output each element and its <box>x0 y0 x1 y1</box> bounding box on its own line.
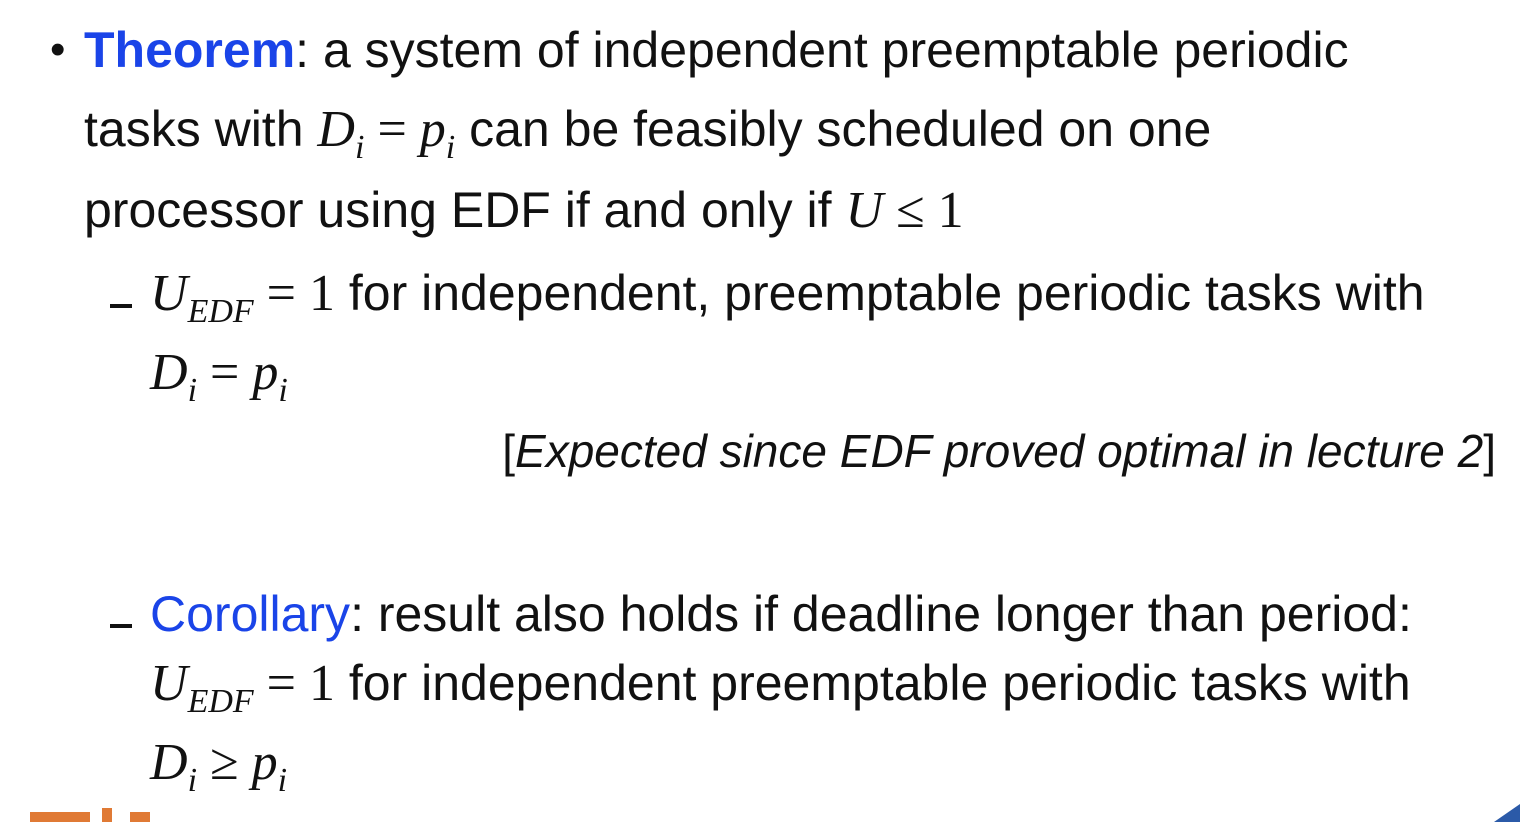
bullet-dot: • <box>50 25 66 74</box>
note-text: Expected since EDF proved optimal in lec… <box>515 425 1484 477</box>
theorem-text-1: : a system of independent preemptable pe… <box>295 22 1349 78</box>
sub1-line-2: Di = pi <box>150 342 288 409</box>
formula-di-equals-pi-2: Di = pi <box>150 344 288 409</box>
note-open-bracket: [ <box>502 425 516 477</box>
sub1-text: for independent, preemptable periodic ta… <box>348 265 1425 321</box>
sub1-line-1: UEDF = 1 for independent, preemptable pe… <box>150 263 1425 330</box>
corollary-keyword: Corollary <box>150 586 351 642</box>
sub2-line-3: Di ≥ pi <box>150 732 288 799</box>
sub2-text-1: : result also holds if deadline longer t… <box>350 586 1412 642</box>
university-logo <box>30 808 150 822</box>
theorem-text-2b: can be feasibly scheduled on one <box>469 101 1212 157</box>
note-close-bracket: ] <box>1483 425 1496 477</box>
sub-bullet-dash-1 <box>110 304 132 308</box>
theorem-line-3: processor using EDF if and only if U ≤ 1 <box>84 180 964 241</box>
theorem-line-2: tasks with Di = pi can be feasibly sched… <box>84 99 1212 166</box>
sub2-line-2: UEDF = 1 for independent preemptable per… <box>150 653 1411 720</box>
formula-u-edf-equals-1-2: UEDF = 1 <box>150 655 335 720</box>
theorem-keyword: Theorem <box>84 22 296 78</box>
corner-logo <box>1494 804 1520 822</box>
sub2-line-1: Corollary: result also holds if deadline… <box>150 584 1412 644</box>
formula-di-equals-pi: Di = pi <box>317 101 456 166</box>
formula-u-edf-equals-1: UEDF = 1 <box>150 265 335 330</box>
formula-di-geq-pi: Di ≥ pi <box>150 734 288 799</box>
theorem-text-2a: tasks with <box>84 101 304 157</box>
sub2-text-2: for independent preemptable periodic tas… <box>348 655 1411 711</box>
theorem-line-1: Theorem: a system of independent preempt… <box>84 20 1349 80</box>
formula-u-leq-1: U ≤ 1 <box>845 182 964 239</box>
sub-bullet-dash-2 <box>110 624 132 628</box>
lecture-note: [Expected since EDF proved optimal in le… <box>502 421 1496 481</box>
theorem-text-3: processor using EDF if and only if <box>84 182 832 238</box>
